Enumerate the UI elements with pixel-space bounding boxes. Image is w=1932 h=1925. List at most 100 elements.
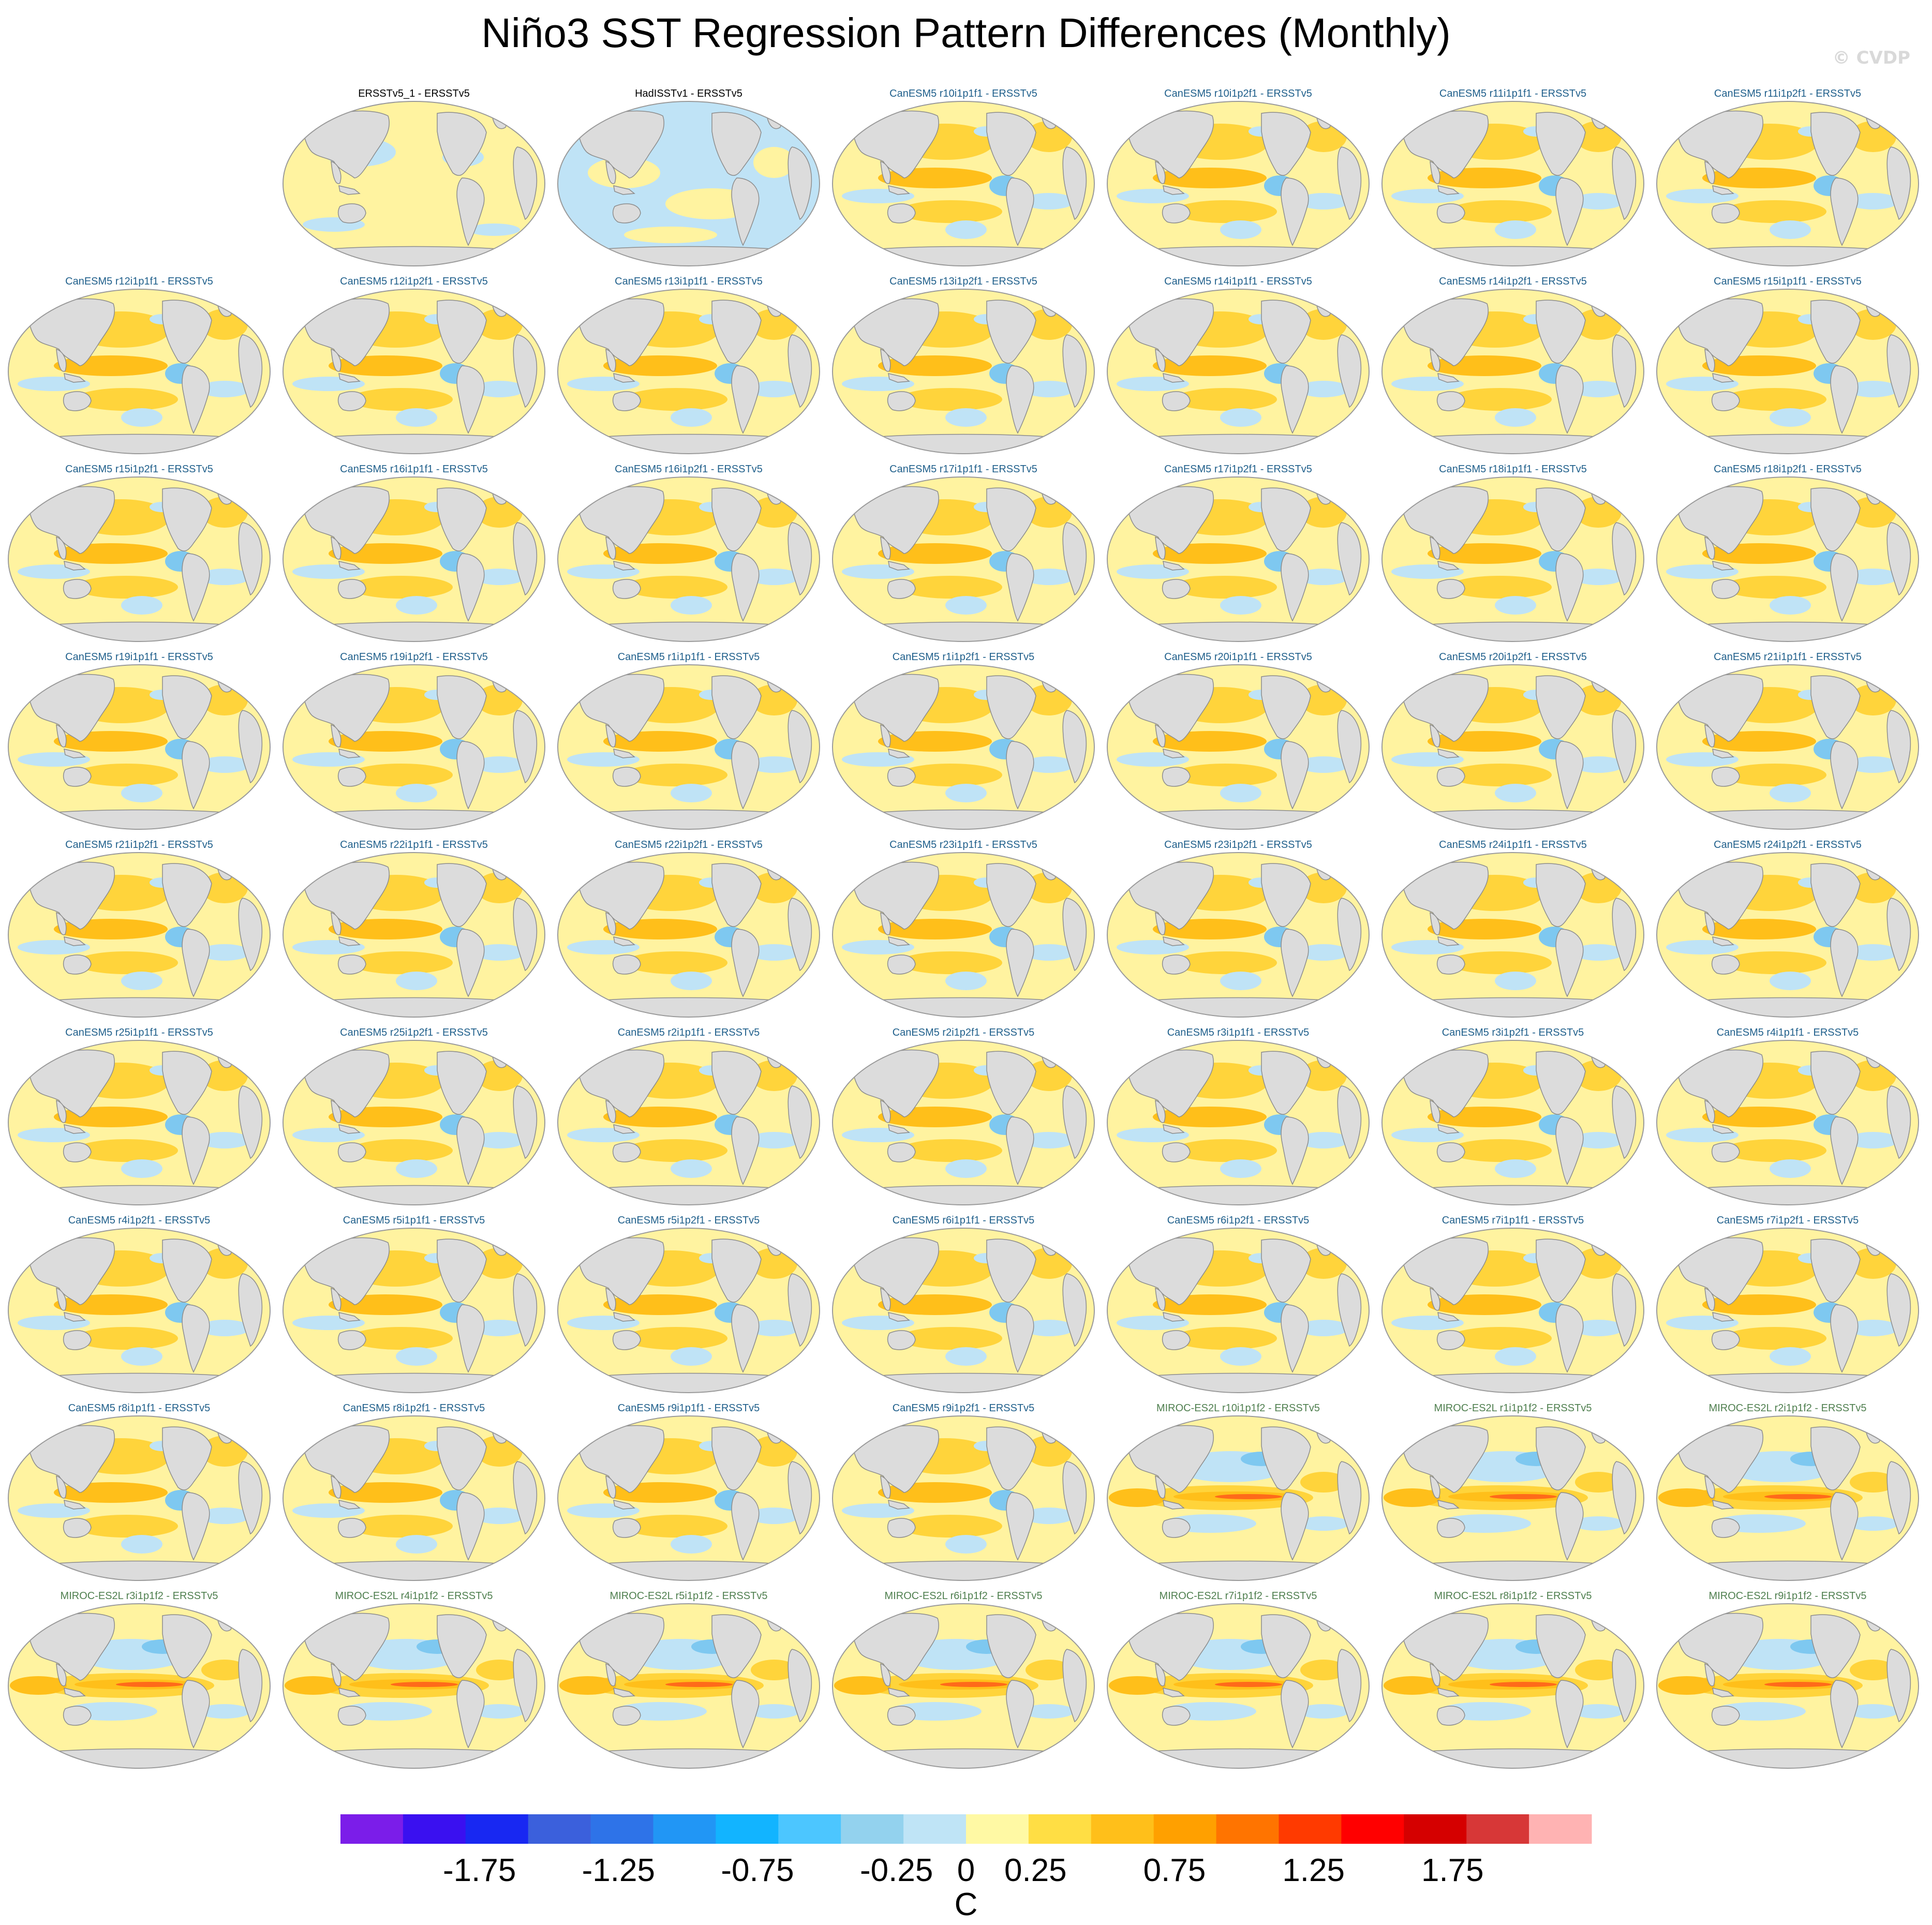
australia-land [337,954,366,975]
panel-title: MIROC-ES2L r2i1p1f2 - ERSSTv5 [1708,1402,1867,1414]
eurasia-land [1401,1049,1489,1117]
colorbar-tick-label: 1.75 [1421,1853,1484,1888]
eurasia-land [27,1237,115,1305]
antarctica-land [1410,809,1615,829]
south-america-land [182,1116,210,1185]
map-panel: CanESM5 r2i1p2f1 - ERSSTv5 [831,1027,1095,1208]
cool-anomaly [121,596,162,615]
anomaly-field [8,1228,270,1393]
panel-map [832,1040,1095,1205]
north-america-land [986,112,1036,176]
eurasia-land [1401,110,1489,178]
cool-anomaly [1847,944,1899,961]
australia-land [887,1706,916,1726]
australia-land [63,391,92,411]
warm-anomaly [75,388,178,411]
australia-land [1436,391,1465,411]
maritime-islands-land [338,185,361,195]
cool-anomaly [1298,944,1349,961]
maritime-islands-land [338,749,361,758]
africa-land [1886,1273,1911,1347]
africa-land [238,1273,263,1347]
antarctica-land [37,1372,242,1393]
asia-south-land [1704,1287,1715,1311]
warm-anomaly [349,576,453,599]
north-america-land [437,300,487,364]
map-outline [8,1228,271,1393]
anomaly-field [283,853,545,1017]
north-america-land [1536,863,1586,927]
north-america-land [1810,863,1861,927]
colorbar-bin [340,1814,404,1844]
australia-land [1162,1142,1191,1162]
eurasia-land [577,1613,664,1681]
eurasia-land [577,861,664,930]
africa-land [1886,334,1911,408]
map-outline [8,476,271,642]
antarctica-land [311,1560,516,1580]
map-outline [1381,1415,1644,1581]
antarctica-land [1410,246,1615,266]
australia-land [887,203,916,223]
africa-land [1612,1649,1637,1723]
africa-land [1337,1085,1362,1159]
panel-map [8,1603,271,1769]
warm-anomaly [349,1515,453,1538]
anomaly-field [833,1228,1094,1393]
colorbar-bin [528,1814,591,1844]
africa-land [1886,146,1911,220]
map-panel: CanESM5 r5i1p1f1 - ERSSTv5 [282,1215,546,1396]
africa-land [1612,522,1637,596]
map-outline [1656,852,1919,1018]
africa-land [238,1649,263,1723]
africa-land [1062,1273,1087,1347]
eurasia-land [852,110,939,178]
maritime-islands-land [613,1500,635,1510]
eurasia-land [302,486,390,554]
south-america-land [456,553,485,622]
australia-land [1711,1330,1740,1350]
cool-anomaly [671,784,712,802]
maritime-islands-land [1163,749,1185,758]
antarctica-land [861,1748,1066,1768]
cool-anomaly [945,596,987,615]
north-america-land [437,863,487,927]
map-panel: CanESM5 r2i1p1f1 - ERSSTv5 [557,1027,821,1208]
eurasia-land [577,1237,664,1305]
map-panel: CanESM5 r16i1p1f1 - ERSSTv5 [282,464,546,645]
map-panel: CanESM5 r4i1p1f1 - ERSSTv5 [1656,1027,1920,1208]
map-panel: CanESM5 r22i1p2f1 - ERSSTv5 [557,839,821,1020]
south-america-land [731,929,760,997]
panel-title: CanESM5 r21i1p2f1 - ERSSTv5 [65,839,213,850]
africa-land [1612,1273,1637,1347]
africa-land [787,334,812,408]
panel-map [1381,101,1644,266]
north-america-land [1261,1051,1311,1115]
warm-anomaly [1026,1660,1072,1680]
warm-anomaly [1215,1682,1282,1687]
australia-land [612,1330,641,1350]
cool-anomaly [473,1132,525,1148]
maritime-islands-land [1437,185,1460,195]
north-america-land [162,1426,212,1490]
colorbar-bin [1341,1814,1404,1844]
africa-land [1062,334,1087,408]
colorbar-bin [403,1814,466,1844]
eurasia-land [27,861,115,930]
warm-anomaly [1850,1660,1896,1680]
eurasia-land [302,1237,390,1305]
africa-land [238,522,263,596]
north-america-land [437,487,487,551]
cool-anomaly [121,1347,162,1366]
eurasia-land [1401,1237,1489,1305]
cool-anomaly [748,1132,800,1148]
warm-anomaly [1300,1660,1347,1680]
antarctica-land [311,1372,516,1393]
south-america-land [1006,177,1034,246]
north-america-land [1261,1238,1311,1303]
south-america-land [1281,1680,1309,1749]
anomaly-field [1107,101,1369,266]
panel-map [557,1040,820,1205]
map-panel: CanESM5 r17i1p2f1 - ERSSTv5 [1106,464,1370,645]
warm-anomaly [899,200,1002,223]
